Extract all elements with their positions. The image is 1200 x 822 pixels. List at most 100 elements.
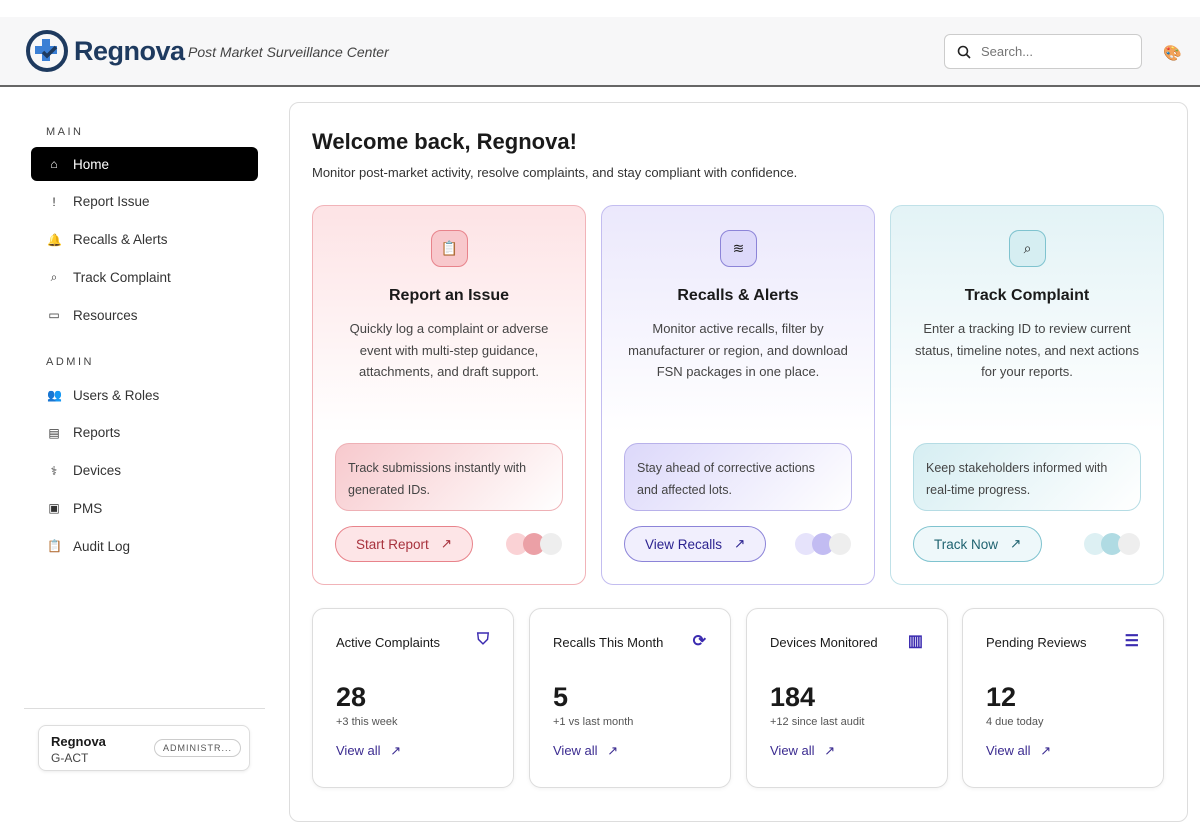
sidebar: MAIN ⌂ Home! Report Issue 🔔 Recalls & Alerts…	[0, 88, 280, 800]
arrow-up-right-icon: ↗	[607, 743, 619, 758]
sidebar-item-label: Devices	[73, 463, 122, 479]
view-all-link[interactable]: View all ↗	[770, 743, 835, 759]
feature-description: Quickly log a complaint or adverse event…	[349, 321, 549, 379]
stat-card-recalls-this-month: Recalls This Month ⟳ 5 +1 vs last month …	[529, 608, 731, 788]
stat-delta: 4 due today	[986, 716, 1044, 728]
carousel-dots[interactable]	[1084, 533, 1140, 555]
stat-card-active-complaints: Active Complaints ⛉ 28 +3 this week View…	[312, 608, 514, 788]
track-complaint-button[interactable]: Track Now ↗	[913, 526, 1043, 562]
section-admin-label: ADMIN	[46, 356, 94, 368]
sidebar-item-label: Users & Roles	[73, 387, 160, 403]
stat-delta: +12 since last audit	[770, 716, 865, 728]
sidebar-item-pms[interactable]: ▣ PMS	[31, 491, 258, 525]
search-box[interactable]	[944, 34, 1142, 69]
link-label: View all	[336, 743, 381, 758]
sidebar-item-track-complaint[interactable]: ⌕ Track Complaint	[31, 260, 258, 294]
checklist-icon: ☰	[1124, 633, 1139, 650]
feature-title: Recalls & Alerts	[677, 287, 799, 304]
home-icon: ⌂	[50, 157, 58, 171]
button-label: View Recalls	[645, 536, 723, 552]
clipboard-icon: 📋	[431, 230, 468, 267]
feature-description: Enter a tracking ID to review current st…	[914, 321, 1139, 379]
users-icon: 👥	[47, 388, 62, 402]
search-input[interactable]	[981, 44, 1121, 59]
alert-file-icon: !	[52, 194, 56, 209]
brand-name: Regnova	[74, 35, 185, 66]
sidebar-item-home[interactable]: ⌂ Home	[31, 147, 258, 181]
sidebar-item-label: Home	[73, 156, 110, 172]
arrow-up-right-icon: ↗	[440, 536, 453, 551]
clipboard-icon: 📋	[47, 539, 62, 554]
user-card[interactable]: Regnova G-ACT ADMINISTR...	[38, 725, 250, 771]
link-label: View all	[553, 743, 598, 758]
book-icon: ▭	[48, 308, 60, 323]
page-title: Welcome back, Regnova!	[312, 129, 577, 154]
arrow-up-right-icon: ↗	[734, 536, 746, 551]
stat-title: Recalls This Month	[553, 635, 664, 650]
view-all-link[interactable]: View all ↗	[553, 743, 618, 759]
bar-chart-icon: ▥	[907, 633, 923, 650]
arrow-up-right-icon: ↗	[1010, 536, 1022, 551]
sidebar-item-resources[interactable]: ▭ Resources	[31, 298, 258, 332]
sidebar-item-label: Reports	[73, 425, 121, 441]
arrow-up-right-icon: ↗	[824, 743, 836, 758]
stat-title: Pending Reviews	[986, 635, 1087, 650]
section-main-label: MAIN	[46, 126, 84, 138]
feature-title: Report an Issue	[388, 287, 510, 304]
user-org: G-ACT	[51, 751, 89, 765]
sidebar-item-label: Track Complaint	[73, 269, 171, 285]
stat-title: Active Complaints	[336, 635, 441, 650]
sidebar-item-report-issue[interactable]: ! Report Issue	[31, 185, 258, 219]
link-label: View all	[770, 743, 815, 758]
recalls-alerts-button[interactable]: View Recalls ↗	[624, 526, 767, 562]
brand-logo[interactable]: Regnova	[25, 29, 185, 73]
role-badge: ADMINISTR...	[154, 739, 242, 757]
button-label: Track Now	[934, 536, 999, 552]
tagline: Post Market Surveillance Center	[188, 44, 389, 60]
shield-alert-icon: ⛉	[476, 631, 489, 648]
sidebar-item-label: Resources	[73, 307, 138, 323]
sidebar-item-label: Report Issue	[73, 194, 150, 210]
sidebar-item-users-roles[interactable]: 👥 Users & Roles	[31, 378, 258, 412]
sidebar-item-audit-log[interactable]: 📋 Audit Log	[31, 529, 258, 563]
feature-card-report-an-issue: 📋 Report an Issue Quickly log a complain…	[312, 205, 586, 585]
arrow-up-right-icon: ↗	[390, 743, 402, 758]
sidebar-item-label: PMS	[73, 500, 103, 516]
sidebar-item-devices[interactable]: ⚕ Devices	[31, 454, 258, 488]
feature-note: Track submissions instantly with generat…	[335, 443, 563, 511]
sidebar-item-label: Recalls & Alerts	[73, 232, 168, 248]
stat-value: 184	[770, 682, 816, 712]
carousel-dots[interactable]	[795, 533, 851, 555]
stat-value: 5	[553, 682, 569, 712]
stat-delta: +3 this week	[336, 716, 398, 728]
top-header: Regnova Post Market Surveillance Center …	[0, 17, 1200, 87]
chip-icon: ▣	[48, 501, 60, 516]
logo-icon	[26, 30, 68, 72]
feature-description: Monitor active recalls, filter by manufa…	[628, 321, 848, 379]
stat-title: Devices Monitored	[770, 635, 878, 650]
sidebar-item-recalls-alerts[interactable]: 🔔 Recalls & Alerts	[31, 223, 258, 257]
page-subtitle: Monitor post-market activity, resolve co…	[312, 165, 798, 180]
feature-note: Keep stakeholders informed with real-tim…	[913, 443, 1141, 511]
stat-card-devices-monitored: Devices Monitored ▥ 184 +12 since last a…	[746, 608, 948, 788]
arrow-up-right-icon: ↗	[1040, 743, 1052, 758]
button-label: Start Report	[356, 536, 429, 552]
view-all-link[interactable]: View all ↗	[986, 743, 1051, 759]
sidebar-item-label: Audit Log	[73, 538, 131, 554]
document-icon: ▤	[48, 425, 60, 440]
report-an-issue-button[interactable]: Start Report ↗	[335, 526, 474, 562]
stat-value: 28	[336, 682, 367, 712]
search-icon	[957, 45, 971, 59]
feature-card-recalls-alerts: ≋ Recalls & Alerts Monitor active recall…	[601, 205, 875, 585]
stethoscope-icon: ⚕	[50, 463, 58, 478]
user-name: Regnova	[51, 734, 106, 749]
search-icon: ⌕	[1009, 230, 1046, 267]
palette-icon[interactable]: 🎨	[1163, 45, 1182, 62]
sidebar-item-reports[interactable]: ▤ Reports	[31, 416, 258, 450]
feature-note: Stay ahead of corrective actions and aff…	[624, 443, 852, 511]
refresh-icon: ⟳	[692, 633, 706, 650]
link-label: View all	[986, 743, 1031, 758]
view-all-link[interactable]: View all ↗	[336, 743, 401, 759]
bell-icon: 🔔	[47, 232, 62, 247]
carousel-dots[interactable]	[506, 533, 562, 555]
